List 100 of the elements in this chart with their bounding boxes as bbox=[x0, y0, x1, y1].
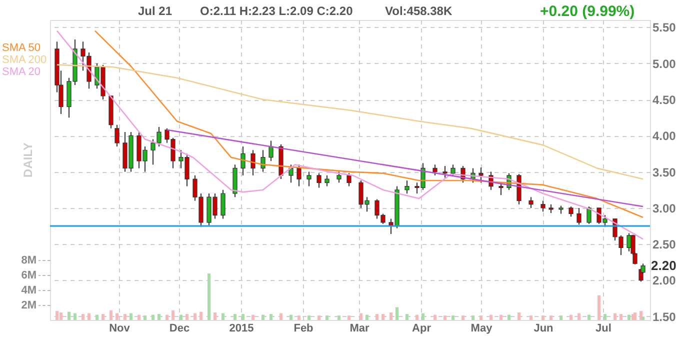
y2-tick-label: 4M bbox=[21, 284, 36, 296]
x-tick-label: 2015 bbox=[229, 322, 254, 334]
bar bbox=[130, 313, 132, 320]
bar bbox=[570, 314, 572, 320]
bar bbox=[550, 316, 552, 320]
bar bbox=[60, 312, 62, 320]
y-tick-label: 4.00 bbox=[652, 129, 676, 144]
line-series bbox=[94, 30, 644, 218]
x-tick-label: Dec bbox=[169, 322, 190, 334]
bar bbox=[186, 314, 188, 320]
bar bbox=[480, 316, 482, 320]
y-tick-label: 4.50 bbox=[652, 93, 676, 108]
text: Vol:458.38K bbox=[385, 4, 452, 18]
bar bbox=[242, 314, 244, 320]
x-tick-label: Jun bbox=[534, 322, 554, 334]
candlestick bbox=[250, 150, 256, 176]
bar bbox=[382, 314, 384, 320]
bar bbox=[194, 313, 196, 320]
bar bbox=[416, 314, 418, 320]
bar bbox=[542, 316, 544, 320]
bar bbox=[152, 314, 154, 320]
bar bbox=[326, 316, 328, 320]
bar bbox=[620, 314, 622, 320]
y2-tick-label: 8M bbox=[21, 254, 36, 266]
bar bbox=[96, 314, 98, 320]
bar bbox=[598, 295, 600, 320]
bar bbox=[614, 313, 616, 320]
y2-tick-label: 6M bbox=[21, 270, 36, 282]
y-tick-label: 5.00 bbox=[652, 56, 676, 71]
x-tick-label: Nov bbox=[109, 322, 131, 334]
candlestick bbox=[220, 189, 226, 220]
bar bbox=[472, 316, 474, 320]
bar bbox=[82, 314, 84, 320]
x-tick-label: Feb bbox=[294, 322, 314, 334]
candlestick bbox=[306, 171, 312, 187]
candlestick bbox=[478, 166, 484, 184]
bar bbox=[490, 314, 492, 320]
candlestick bbox=[288, 164, 294, 184]
bar bbox=[208, 274, 210, 320]
bar bbox=[166, 314, 168, 320]
bar bbox=[396, 307, 398, 320]
bar bbox=[172, 310, 174, 320]
candlestick bbox=[528, 196, 534, 208]
bar bbox=[530, 316, 532, 320]
bar bbox=[348, 316, 350, 320]
candlestick bbox=[114, 124, 120, 148]
candlestick bbox=[296, 164, 302, 187]
bar bbox=[214, 312, 216, 320]
candlestick bbox=[150, 138, 156, 166]
candlestick bbox=[568, 206, 574, 218]
bar bbox=[560, 316, 562, 320]
y-tick-label: 3.50 bbox=[652, 165, 676, 180]
y-tick-label: 1.50 bbox=[652, 310, 676, 324]
y-tick-label: 5.50 bbox=[652, 20, 676, 35]
bar bbox=[578, 313, 580, 320]
bar bbox=[366, 314, 368, 320]
x-tick-label: Apr bbox=[412, 322, 432, 334]
candlestick bbox=[268, 140, 274, 162]
bar bbox=[234, 314, 236, 320]
bar bbox=[518, 312, 520, 320]
y-tick-label: 2.50 bbox=[652, 238, 676, 252]
candlestick bbox=[324, 174, 330, 187]
bar bbox=[158, 314, 160, 320]
candlestick bbox=[586, 206, 592, 224]
bar bbox=[88, 313, 90, 320]
candlestick bbox=[240, 146, 246, 176]
bar bbox=[338, 316, 340, 320]
line-series bbox=[56, 30, 644, 240]
bar bbox=[144, 316, 146, 320]
bar bbox=[280, 313, 282, 320]
bar bbox=[462, 316, 464, 320]
candlestick bbox=[156, 126, 162, 148]
text: SMA 50 bbox=[2, 42, 41, 54]
candlestick bbox=[432, 164, 438, 176]
candlestick bbox=[404, 180, 410, 194]
candlestick bbox=[316, 172, 322, 188]
bar bbox=[270, 314, 272, 320]
bar bbox=[318, 316, 320, 320]
bar bbox=[642, 316, 644, 320]
bar bbox=[222, 313, 224, 320]
bar bbox=[124, 314, 126, 320]
bar bbox=[604, 314, 606, 320]
bar bbox=[434, 314, 436, 320]
bar bbox=[588, 314, 590, 320]
bar bbox=[180, 314, 182, 320]
text: Jul 21 bbox=[138, 4, 172, 18]
series-label: SMA 200 bbox=[2, 54, 47, 66]
y-tick-label: 2.00 bbox=[652, 274, 676, 288]
candlestick bbox=[336, 171, 342, 184]
bar bbox=[102, 314, 104, 320]
bar bbox=[56, 311, 58, 320]
candlestick bbox=[540, 200, 546, 212]
bar bbox=[508, 314, 510, 320]
bar bbox=[422, 313, 424, 320]
bar bbox=[262, 314, 264, 320]
bar bbox=[500, 314, 502, 320]
candlestick bbox=[346, 172, 352, 187]
candlestick bbox=[450, 164, 456, 176]
text: O:2.11 H:2.23 L:2.09 C:2.20 bbox=[200, 4, 354, 18]
x-tick-label: Mar bbox=[350, 322, 370, 334]
